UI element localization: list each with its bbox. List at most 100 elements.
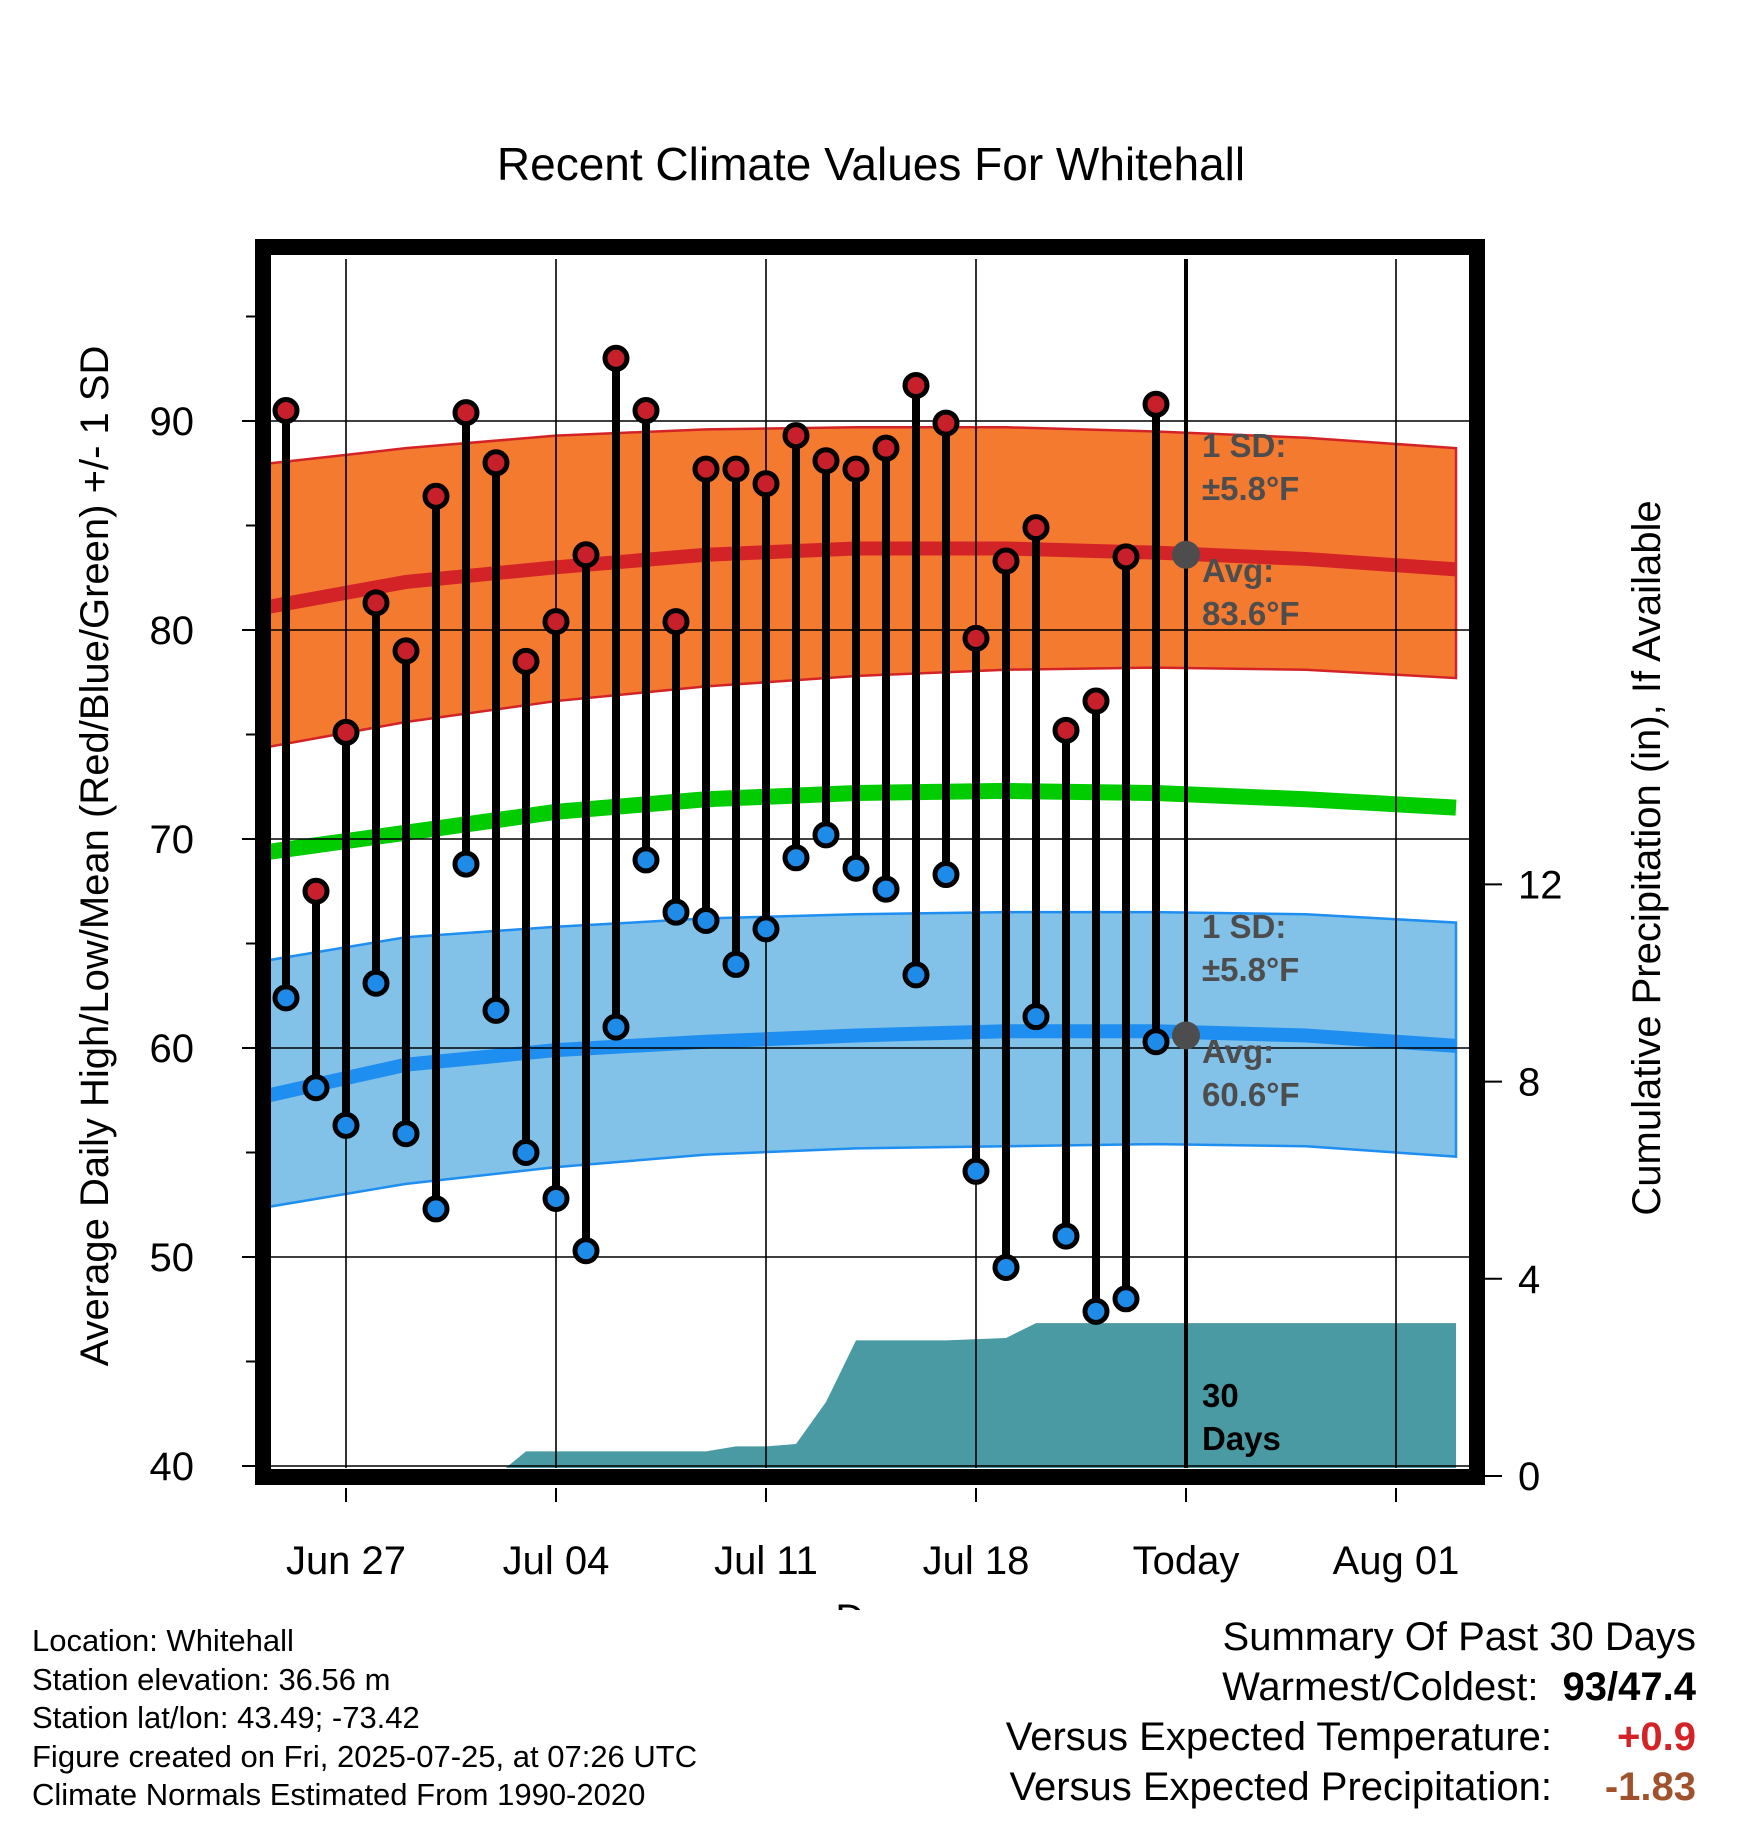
high-point [422, 482, 450, 510]
high-point [872, 434, 900, 462]
y-tick-label: 60 [150, 1027, 195, 1071]
low-point [1022, 1003, 1050, 1031]
x-tick-label: Jun 27 [286, 1539, 406, 1583]
low-point [602, 1013, 630, 1041]
high-point [692, 455, 720, 483]
high-avg-label: Avg: [1202, 552, 1274, 589]
x-tick-label: Aug 01 [1333, 1539, 1460, 1583]
low-point [1142, 1028, 1170, 1056]
high-point [512, 647, 540, 675]
low-point [902, 961, 930, 989]
low-point [542, 1184, 570, 1212]
low-point [632, 846, 660, 874]
low-point [722, 950, 750, 978]
high-point [962, 624, 990, 652]
low-point [422, 1195, 450, 1223]
y2-tick-label: 12 [1518, 863, 1563, 907]
high-avg-marker [1172, 540, 1200, 569]
high-point [1142, 390, 1170, 418]
high-point [602, 344, 630, 372]
low-point [992, 1253, 1020, 1281]
y2-tick-label: 4 [1518, 1258, 1540, 1302]
high-point [452, 399, 480, 427]
low-point [1052, 1222, 1080, 1250]
high-avg-value: 83.6°F [1202, 595, 1300, 632]
low-avg-value: 60.6°F [1202, 1076, 1300, 1113]
low-point [1082, 1297, 1110, 1325]
low-point [392, 1120, 420, 1148]
high-point [1112, 543, 1140, 571]
y2-tick-label: 0 [1518, 1455, 1540, 1499]
high-point [302, 877, 330, 905]
temp-value: +0.9 [1617, 1715, 1696, 1759]
location-text: Location: Whitehall [32, 1623, 294, 1658]
days-label-text: Days [1202, 1420, 1281, 1457]
low-point [272, 984, 300, 1012]
low-point [572, 1237, 600, 1265]
precip-area [505, 1323, 1456, 1468]
high-point [752, 470, 780, 498]
temp-label: Versus Expected Temperature: [1005, 1715, 1552, 1759]
high-point [842, 455, 870, 483]
warmest-value: 93/47.4 [1562, 1665, 1696, 1709]
low-point [1112, 1285, 1140, 1313]
high-point [362, 589, 390, 617]
y-tick-label: 80 [150, 609, 195, 653]
high-point [722, 455, 750, 483]
y2-tick-label: 8 [1518, 1061, 1540, 1105]
low-avg-marker [1172, 1021, 1200, 1050]
y-tick-label: 70 [150, 818, 195, 862]
y2-axis-label: Cumulative Precipitation (in), If Availa… [1625, 500, 1669, 1215]
low-point [452, 850, 480, 878]
x-axis-label: Day [835, 1597, 906, 1610]
low-sd-label: 1 SD: [1202, 908, 1286, 945]
summary-panel: Summary Of Past 30 Days Warmest/Coldest:… [1006, 1612, 1696, 1812]
low-point [782, 844, 810, 872]
precip-value: -1.83 [1604, 1765, 1696, 1809]
low-point [482, 996, 510, 1024]
summary-heading: Summary Of Past 30 Days [1222, 1615, 1696, 1659]
high-point [332, 718, 360, 746]
latlon-text: Station lat/lon: 43.49; -73.42 [32, 1700, 420, 1735]
low-point [332, 1111, 360, 1139]
high-point [782, 422, 810, 450]
climate-chart: Recent Climate Values For Whitehall 1 SD:… [73, 138, 1669, 1610]
low-point [692, 907, 720, 935]
y-tick-label: 40 [150, 1445, 195, 1489]
low-point [962, 1157, 990, 1185]
high-point [632, 397, 660, 425]
station-info: Location: Whitehall Station elevation: 3… [32, 1622, 697, 1815]
x-tick-label: Jul 04 [503, 1539, 610, 1583]
normals-text: Climate Normals Estimated From 1990-2020 [32, 1777, 646, 1812]
high-point [272, 397, 300, 425]
high-point [812, 447, 840, 475]
low-point [932, 861, 960, 889]
low-point [842, 854, 870, 882]
high-point [572, 541, 600, 569]
high-point [932, 409, 960, 437]
high-point [1052, 716, 1080, 744]
low-point [752, 915, 780, 943]
chart-title: Recent Climate Values For Whitehall [497, 138, 1245, 190]
high-point [1022, 514, 1050, 542]
precip-label: Versus Expected Precipitation: [1009, 1765, 1552, 1809]
low-point [362, 969, 390, 997]
low-point [812, 821, 840, 849]
low-sd-value: ±5.8°F [1202, 951, 1299, 988]
created-text: Figure created on Fri, 2025-07-25, at 07… [32, 1738, 698, 1774]
summary-temp-row: Versus Expected Temperature: +0.9 [1006, 1712, 1696, 1762]
x-tick-label: Jul 11 [714, 1539, 818, 1583]
low-point [662, 898, 690, 926]
summary-precip-row: Versus Expected Precipitation: -1.83 [1006, 1762, 1696, 1812]
plot-frame [255, 239, 1485, 1485]
high-point [392, 637, 420, 665]
y-tick-label: 90 [150, 400, 195, 444]
daily-marks [272, 344, 1170, 1325]
low-avg-label: Avg: [1202, 1033, 1274, 1070]
high-point [482, 449, 510, 477]
y-tick-label: 50 [150, 1236, 195, 1280]
days-label-count: 30 [1202, 1377, 1239, 1414]
x-tick-label: Jul 18 [923, 1539, 1030, 1583]
warmest-label: Warmest/Coldest: [1222, 1665, 1539, 1709]
high-sd-value: ±5.8°F [1202, 470, 1299, 507]
